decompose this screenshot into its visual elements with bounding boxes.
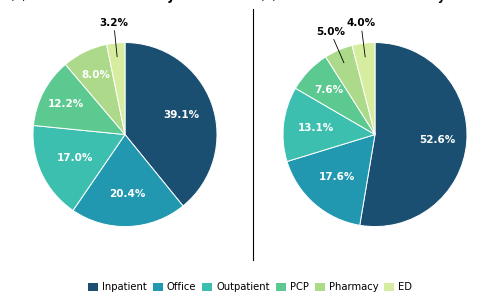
Wedge shape [326, 45, 375, 135]
Wedge shape [283, 88, 375, 161]
Text: 20.4%: 20.4% [110, 189, 146, 199]
Wedge shape [352, 42, 375, 135]
Text: Johnson et al.: Johnson et al. [168, 0, 260, 4]
Legend: Inpatient, Office, Outpatient, PCP, Pharmacy, ED: Inpatient, Office, Outpatient, PCP, Phar… [86, 280, 414, 294]
Wedge shape [34, 65, 125, 135]
Text: 8.0%: 8.0% [82, 70, 110, 80]
Text: 12.2%: 12.2% [48, 99, 84, 109]
Text: 7.6%: 7.6% [314, 85, 343, 95]
Text: 13.1%: 13.1% [298, 123, 334, 133]
Text: 17.6%: 17.6% [319, 173, 356, 182]
Text: 5.0%: 5.0% [316, 27, 345, 63]
Wedge shape [66, 45, 125, 135]
Text: 39.1%: 39.1% [164, 109, 200, 120]
Wedge shape [287, 135, 375, 225]
Text: Meyers et al.: Meyers et al. [418, 0, 500, 4]
Wedge shape [33, 126, 125, 210]
Wedge shape [106, 42, 125, 135]
Wedge shape [296, 57, 375, 135]
Wedge shape [125, 42, 217, 206]
Text: (b) Based on: (b) Based on [260, 0, 339, 4]
Text: (a) Based on: (a) Based on [10, 0, 88, 4]
Text: 17.0%: 17.0% [57, 153, 93, 163]
Wedge shape [73, 135, 183, 227]
Text: 4.0%: 4.0% [346, 18, 376, 57]
Text: 3.2%: 3.2% [99, 18, 128, 57]
Text: 52.6%: 52.6% [419, 135, 456, 145]
Wedge shape [360, 42, 467, 227]
